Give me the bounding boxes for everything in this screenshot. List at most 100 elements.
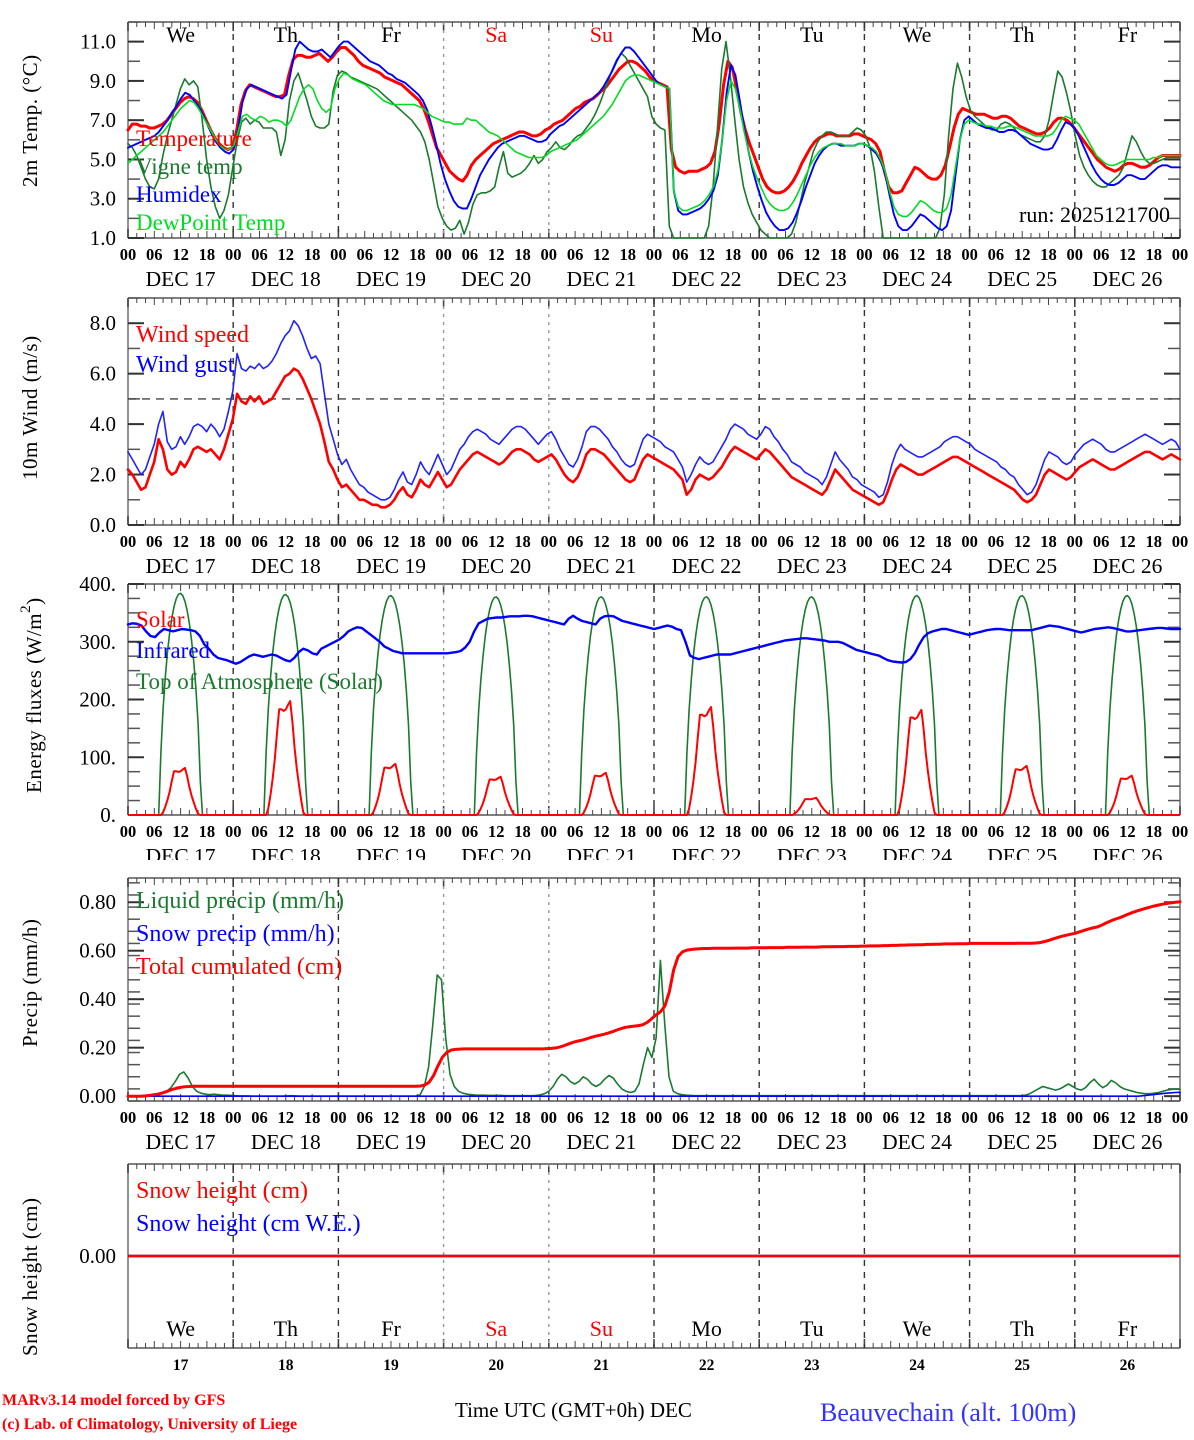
svg-text:18: 18	[409, 822, 426, 841]
svg-text:06: 06	[146, 1108, 163, 1127]
svg-text:Snow precip (mm/h): Snow precip (mm/h)	[136, 921, 335, 947]
svg-text:18: 18	[1040, 1108, 1057, 1127]
chart-wind: 0.0 2.0 4.0 6.0 8.0 00 06 12 18 DEC 17 00 06 12 18 DEC…	[90, 297, 1189, 575]
panel-energy: Energy fluxes (W/m2) 0. 100. 200. 300. 400. 0…	[0, 575, 1194, 860]
svg-text:12: 12	[909, 532, 926, 551]
svg-text:00: 00	[225, 245, 242, 264]
svg-text:12: 12	[1119, 532, 1136, 551]
svg-text:0.00: 0.00	[79, 1084, 116, 1108]
svg-text:DEC 20: DEC 20	[461, 554, 531, 575]
svg-text:06: 06	[988, 532, 1005, 551]
svg-text:DEC 21: DEC 21	[566, 1130, 636, 1150]
svg-text:12: 12	[383, 822, 400, 841]
panel-precip: Precip (mm/h) 0.00 0.20 0.40 0.60 0.80 00 06 12…	[0, 860, 1194, 1150]
svg-text:06: 06	[1093, 1108, 1110, 1127]
svg-text:00: 00	[751, 1108, 768, 1127]
svg-text:Mo: Mo	[691, 1316, 722, 1341]
svg-text:26: 26	[1120, 1357, 1136, 1374]
svg-text:12: 12	[593, 1108, 610, 1127]
svg-text:00: 00	[751, 532, 768, 551]
svg-text:12: 12	[1119, 245, 1136, 264]
svg-text:12: 12	[488, 245, 505, 264]
svg-text:00: 00	[856, 1108, 873, 1127]
svg-text:12: 12	[909, 822, 926, 841]
chart-energy: 0. 100. 200. 300. 400. 00 06 12 18 DEC 17 00 06 12 18…	[79, 575, 1188, 860]
svg-text:06: 06	[356, 532, 373, 551]
svg-text:00: 00	[541, 532, 558, 551]
svg-text:18: 18	[1145, 1108, 1162, 1127]
svg-text:9.0: 9.0	[90, 69, 116, 93]
svg-text:18: 18	[1040, 245, 1057, 264]
footer-copyright-line: (c) Lab. of Climatology, University of L…	[2, 1416, 298, 1433]
svg-text:06: 06	[251, 532, 268, 551]
svg-text:18: 18	[1145, 822, 1162, 841]
svg-text:Sa: Sa	[485, 22, 507, 47]
svg-text:00: 00	[646, 532, 663, 551]
svg-text:00: 00	[961, 245, 978, 264]
svg-text:06: 06	[777, 822, 794, 841]
svg-text:00: 00	[330, 822, 347, 841]
svg-text:7.0: 7.0	[90, 108, 116, 132]
svg-text:2.0: 2.0	[90, 463, 116, 487]
svg-text:0.80: 0.80	[79, 890, 116, 914]
svg-text:DewPoint Temp: DewPoint Temp	[136, 210, 285, 235]
svg-text:DEC 26: DEC 26	[1092, 844, 1162, 860]
svg-text:DEC 22: DEC 22	[672, 267, 742, 290]
svg-text:06: 06	[672, 532, 689, 551]
svg-text:DEC 17: DEC 17	[146, 554, 216, 575]
svg-text:18: 18	[199, 532, 216, 551]
svg-text:00: 00	[1172, 532, 1189, 551]
svg-text:18: 18	[514, 245, 531, 264]
svg-text:Tu: Tu	[800, 1316, 824, 1341]
svg-text:DEC 23: DEC 23	[777, 844, 847, 860]
svg-text:00: 00	[1172, 245, 1189, 264]
svg-text:12: 12	[909, 245, 926, 264]
svg-text:18: 18	[830, 245, 847, 264]
svg-text:00: 00	[541, 1108, 558, 1127]
svg-text:18: 18	[1145, 245, 1162, 264]
svg-text:06: 06	[356, 1108, 373, 1127]
svg-text:00: 00	[751, 245, 768, 264]
svg-text:00: 00	[435, 822, 452, 841]
svg-text:DEC 19: DEC 19	[356, 267, 426, 290]
svg-text:300.: 300.	[79, 630, 116, 654]
svg-text:18: 18	[1040, 532, 1057, 551]
svg-text:06: 06	[567, 822, 584, 841]
svg-text:12: 12	[1119, 822, 1136, 841]
svg-text:Th: Th	[1010, 1316, 1034, 1341]
svg-text:18: 18	[830, 822, 847, 841]
svg-text:DEC 21: DEC 21	[566, 554, 636, 575]
svg-text:Th: Th	[274, 1316, 298, 1341]
svg-text:3.0: 3.0	[90, 187, 116, 211]
svg-text:We: We	[166, 22, 195, 47]
svg-text:18: 18	[725, 245, 742, 264]
svg-text:00: 00	[751, 822, 768, 841]
svg-text:12: 12	[488, 532, 505, 551]
svg-text:18: 18	[830, 1108, 847, 1127]
svg-text:DEC 25: DEC 25	[987, 1130, 1057, 1150]
svg-text:00: 00	[330, 1108, 347, 1127]
svg-text:Snow height (cm): Snow height (cm)	[136, 1178, 308, 1204]
svg-text:06: 06	[672, 822, 689, 841]
svg-text:00: 00	[856, 245, 873, 264]
svg-text:Fr: Fr	[381, 1316, 401, 1341]
svg-text:06: 06	[988, 822, 1005, 841]
svg-text:06: 06	[462, 532, 479, 551]
svg-text:0.00: 0.00	[79, 1244, 116, 1268]
svg-text:00: 00	[225, 1108, 242, 1127]
svg-text:19: 19	[383, 1357, 399, 1374]
chart-precip: 0.00 0.20 0.40 0.60 0.80 00 06 12 18 DEC 17 00 06 12…	[79, 877, 1188, 1150]
svg-text:18: 18	[514, 532, 531, 551]
axis-label-wind: 10m Wind (m/s)	[18, 335, 42, 480]
svg-text:00: 00	[435, 532, 452, 551]
svg-text:12: 12	[698, 532, 715, 551]
svg-text:18: 18	[830, 532, 847, 551]
axis-label-snow: Snow height (cm)	[18, 1197, 42, 1356]
svg-text:5.0: 5.0	[90, 147, 116, 171]
svg-text:DEC 20: DEC 20	[461, 1130, 531, 1150]
svg-text:06: 06	[882, 245, 899, 264]
svg-text:DEC 23: DEC 23	[777, 554, 847, 575]
svg-text:0.: 0.	[100, 803, 116, 827]
svg-text:DEC 26: DEC 26	[1092, 1130, 1162, 1150]
svg-text:DEC 22: DEC 22	[672, 1130, 742, 1150]
